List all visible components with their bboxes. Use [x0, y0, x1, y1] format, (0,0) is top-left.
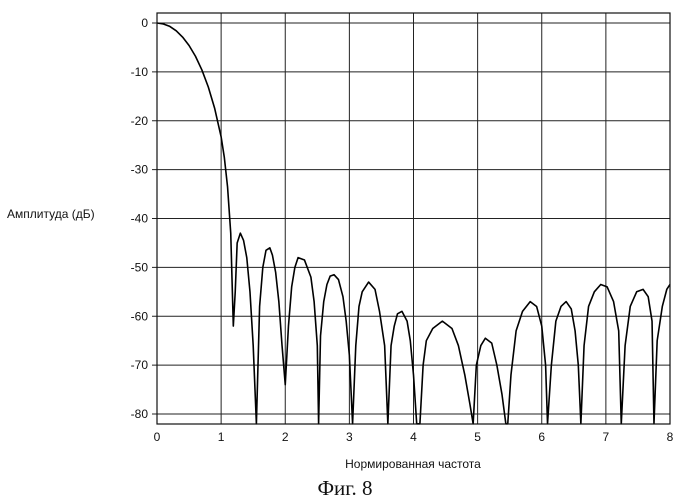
x-tick-label: 0: [154, 430, 161, 444]
x-tick-label: 6: [538, 430, 545, 444]
y-tick-label: -40: [131, 212, 149, 226]
figure-caption: Фиг. 8: [317, 476, 372, 500]
y-tick-label: -50: [131, 260, 149, 274]
y-tick-label: -20: [131, 114, 149, 128]
x-tick-label: 5: [474, 430, 481, 444]
x-tick-label: 3: [346, 430, 353, 444]
x-tick-label: 2: [282, 430, 289, 444]
y-axis-title: Амплитуда (дБ): [7, 207, 95, 221]
x-tick-label: 7: [603, 430, 610, 444]
x-tick-label: 4: [410, 430, 417, 444]
y-tick-label: -60: [131, 309, 149, 323]
y-tick-label: 0: [141, 16, 148, 30]
y-tick-label: -30: [131, 163, 149, 177]
y-tick-label: -70: [131, 358, 149, 372]
x-tick-label: 8: [667, 430, 674, 444]
y-tick-label: -80: [131, 407, 149, 421]
x-tick-label: 1: [218, 430, 225, 444]
y-tick-label: -10: [131, 65, 149, 79]
x-axis-title: Нормированная частота: [345, 457, 481, 471]
